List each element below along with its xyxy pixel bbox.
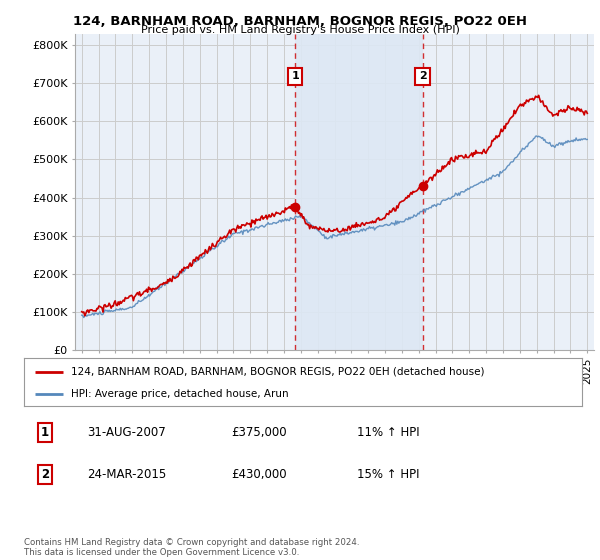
Text: 15% ↑ HPI: 15% ↑ HPI [357,468,419,481]
Text: 2: 2 [41,468,49,481]
Text: 124, BARNHAM ROAD, BARNHAM, BOGNOR REGIS, PO22 0EH (detached house): 124, BARNHAM ROAD, BARNHAM, BOGNOR REGIS… [71,367,485,377]
Text: 11% ↑ HPI: 11% ↑ HPI [357,426,419,439]
Text: Price paid vs. HM Land Registry's House Price Index (HPI): Price paid vs. HM Land Registry's House … [140,25,460,35]
Text: 1: 1 [41,426,49,439]
Bar [295,34,422,350]
Text: 1: 1 [291,71,299,81]
Text: 31-AUG-2007: 31-AUG-2007 [87,426,166,439]
Text: £375,000: £375,000 [231,426,287,439]
Text: 124, BARNHAM ROAD, BARNHAM, BOGNOR REGIS, PO22 0EH: 124, BARNHAM ROAD, BARNHAM, BOGNOR REGIS… [73,15,527,27]
Text: £430,000: £430,000 [231,468,287,481]
Text: Contains HM Land Registry data © Crown copyright and database right 2024.
This d: Contains HM Land Registry data © Crown c… [24,538,359,557]
Text: 2: 2 [419,71,427,81]
Text: HPI: Average price, detached house, Arun: HPI: Average price, detached house, Arun [71,389,289,399]
Text: 24-MAR-2015: 24-MAR-2015 [87,468,166,481]
